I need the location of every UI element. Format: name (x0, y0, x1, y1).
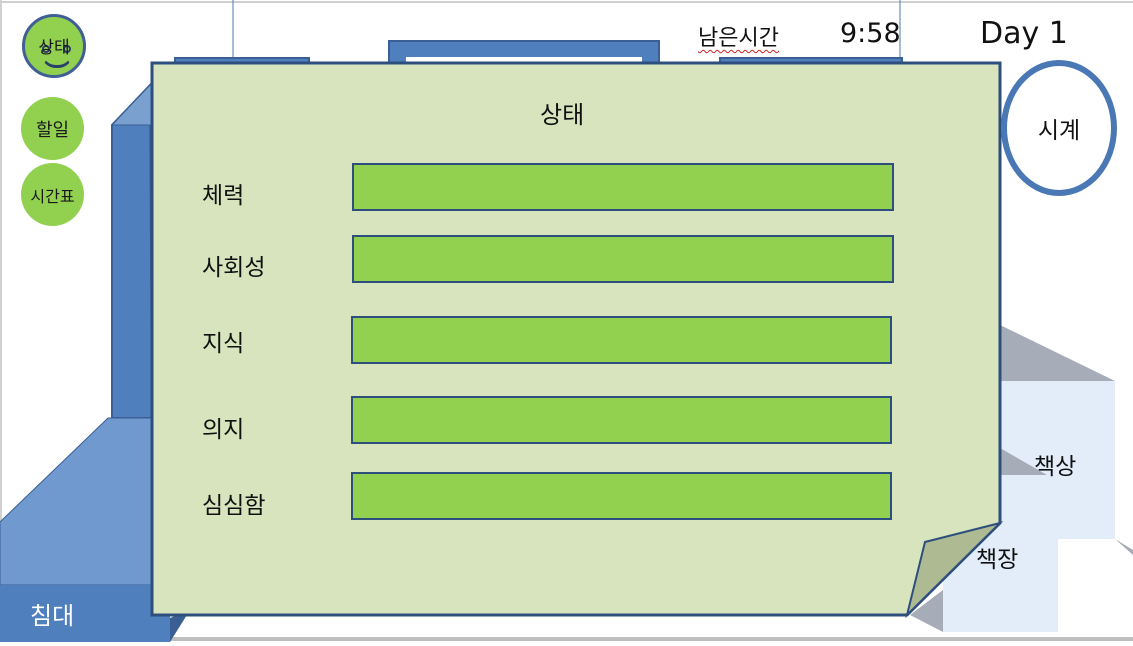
smiley-eye-icon (42, 45, 50, 53)
bed-label: 침대 (30, 602, 75, 630)
status-button[interactable]: 상태 (22, 14, 86, 78)
todo-button[interactable]: 할일 (21, 97, 84, 160)
smiley-eye-icon (63, 45, 71, 53)
status-panel-shape (150, 61, 1004, 619)
desk-label: 책상 (1034, 454, 1077, 480)
bookshelf-label: 책장 (976, 547, 1019, 573)
smiley-mouth-icon (41, 53, 73, 68)
day-counter: Day 1 (980, 16, 1068, 51)
clock-button[interactable]: 시계 (1001, 60, 1117, 196)
desk[interactable] (1000, 325, 1133, 555)
bed[interactable] (0, 417, 190, 642)
remaining-time-value: 9:58 (840, 18, 901, 49)
schedule-button[interactable]: 시간표 (21, 163, 84, 226)
remaining-time-label: 남은시간 (698, 26, 779, 51)
